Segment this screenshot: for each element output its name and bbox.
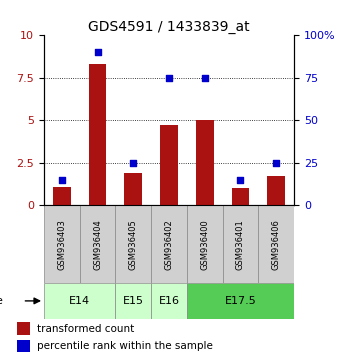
Text: GSM936402: GSM936402 (165, 219, 173, 270)
Point (202, 75, 208, 81)
Point (238, 177, 243, 183)
Bar (80, 205, 115, 283)
Point (273, 160, 279, 166)
Bar (115, 283, 151, 319)
Text: GSM936401: GSM936401 (236, 219, 245, 270)
Text: transformed count: transformed count (37, 324, 134, 333)
Text: age: age (0, 296, 3, 306)
Bar (89, 64, 106, 205)
Text: GSM936404: GSM936404 (93, 219, 102, 270)
Bar (258, 205, 294, 283)
Point (166, 75, 172, 81)
Bar (187, 283, 294, 319)
Bar (223, 205, 258, 283)
Bar (53, 187, 71, 205)
Title: GDS4591 / 1433839_at: GDS4591 / 1433839_at (88, 21, 250, 34)
Text: E15: E15 (123, 296, 144, 306)
Bar (151, 283, 187, 319)
Bar (17, 340, 30, 352)
Text: percentile rank within the sample: percentile rank within the sample (37, 341, 213, 351)
Point (130, 160, 136, 166)
Bar (151, 205, 187, 283)
Point (95, 50, 100, 55)
Text: E17.5: E17.5 (224, 296, 256, 306)
Bar (115, 205, 151, 283)
Bar (44, 205, 80, 283)
Text: E14: E14 (69, 296, 90, 306)
Bar (124, 173, 142, 205)
Bar (196, 120, 214, 205)
Bar (44, 283, 115, 319)
Text: E16: E16 (159, 296, 179, 306)
Bar (232, 188, 249, 205)
Bar (267, 176, 285, 205)
Bar (160, 125, 178, 205)
Text: GSM936400: GSM936400 (200, 219, 209, 270)
Text: GSM936406: GSM936406 (272, 219, 281, 270)
Text: GSM936403: GSM936403 (57, 219, 66, 270)
Bar (17, 322, 30, 335)
Point (59, 177, 65, 183)
Text: GSM936405: GSM936405 (129, 219, 138, 270)
Bar (187, 205, 223, 283)
